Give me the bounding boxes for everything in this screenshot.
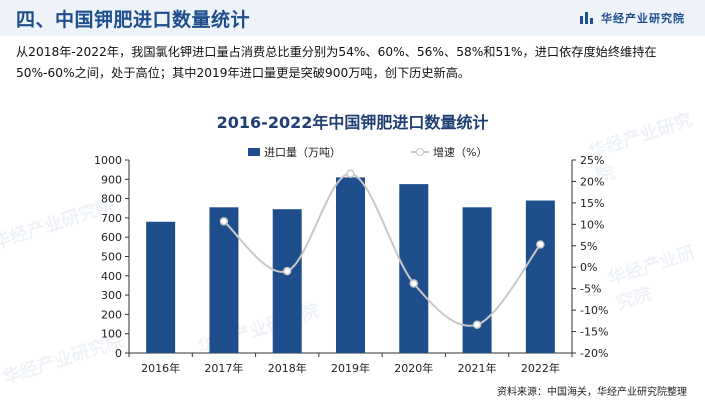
- legend-item-bar: 进口量（万吨）: [248, 144, 341, 160]
- header-bar: 四、中国钾肥进口数量统计 华经产业研究院: [0, 0, 705, 36]
- y-left-tick-label: 700: [101, 212, 122, 225]
- y-right-tick-label: -20%: [580, 347, 608, 360]
- bar: [209, 207, 239, 353]
- growth-point: [219, 217, 229, 226]
- y-left-tick-label: 1000: [94, 154, 122, 167]
- x-tick-label: 2021年: [458, 361, 497, 375]
- y-right-tick-label: 25%: [580, 154, 604, 167]
- y-right-tick-label: 10%: [580, 218, 604, 231]
- legend-bar-label: 进口量（万吨）: [264, 146, 341, 159]
- y-right-tick-label: -5%: [580, 283, 601, 296]
- growth-point: [536, 240, 545, 249]
- legend-line-label: 增速（%）: [433, 146, 488, 159]
- x-tick-label: 2022年: [521, 361, 560, 375]
- y-left-tick-label: 800: [101, 193, 122, 206]
- logo-icon: [580, 12, 595, 24]
- y-right-tick-label: -10%: [580, 304, 608, 317]
- growth-point: [409, 279, 419, 288]
- bar: [336, 177, 365, 353]
- bar: [525, 200, 555, 353]
- y-left-tick-label: 100: [101, 328, 122, 341]
- growth-point: [346, 169, 355, 178]
- growth-point: [472, 320, 482, 329]
- bar: [272, 209, 302, 353]
- x-tick-label: 2020年: [394, 361, 433, 375]
- y-left-tick-label: 300: [101, 289, 122, 302]
- y-right-tick-label: 0%: [580, 261, 597, 274]
- x-tick-label: 2018年: [268, 361, 307, 375]
- bar: [146, 221, 176, 353]
- description-text: 从2018年-2022年，我国氯化钾进口量占消费总比重分别为54%、60%、56…: [16, 45, 657, 80]
- y-right-tick-label: 15%: [580, 197, 604, 210]
- page-title: 四、中国钾肥进口数量统计: [16, 9, 251, 31]
- y-right-tick-label: 20%: [580, 175, 604, 188]
- growth-line: [223, 172, 542, 327]
- y-right-tick-label: 5%: [580, 240, 597, 253]
- chart-legend: 进口量（万吨） 增速（%）: [248, 144, 487, 160]
- y-right-tick-label: -15%: [580, 326, 608, 339]
- chart-title: 2016-2022年中国钾肥进口数量统计: [216, 113, 489, 132]
- brand-name: 华经产业研究院: [601, 12, 685, 25]
- x-tick-label: 2017年: [204, 361, 243, 375]
- y-left-tick-label: 0: [115, 347, 122, 360]
- y-left-tick-label: 600: [101, 231, 122, 244]
- bar: [462, 207, 492, 353]
- brand-logo: 华经产业研究院: [580, 10, 685, 26]
- y-left-tick-label: 500: [101, 251, 122, 264]
- y-left-tick-label: 400: [101, 270, 122, 283]
- y-left-tick-label: 900: [101, 173, 122, 186]
- x-tick-label: 2016年: [141, 361, 180, 375]
- y-left-tick-label: 200: [101, 308, 122, 321]
- x-tick-label: 2019年: [331, 361, 370, 375]
- legend-item-line: 增速（%）: [411, 144, 487, 160]
- growth-point: [282, 266, 292, 276]
- legend-line-swatch: [411, 147, 429, 157]
- legend-bar-swatch: [248, 148, 260, 156]
- source-note: 资料来源：中国海关，华经产业研究院整理: [497, 387, 687, 398]
